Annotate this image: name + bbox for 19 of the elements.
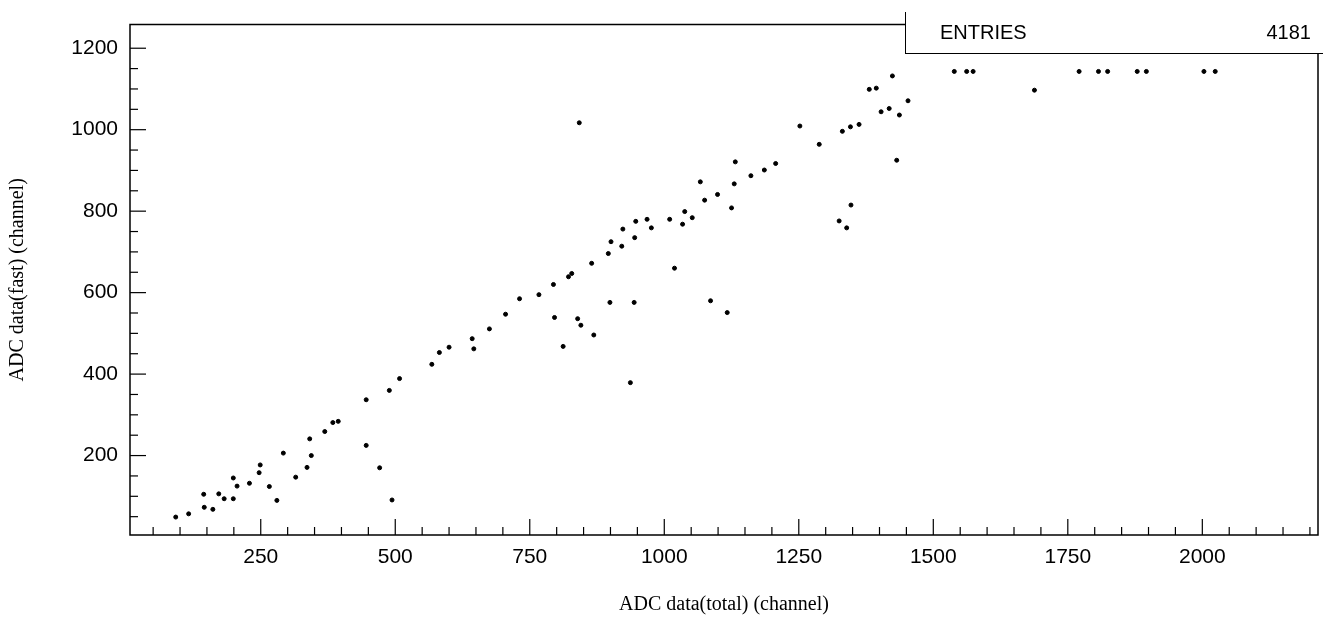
stats-box: ENTRIES 4181 [905, 12, 1323, 54]
x-tick-label: 1750 [1044, 544, 1092, 568]
y-tick-label: 1000 [71, 116, 118, 140]
y-axis-title: ADC data(fast) (channel) [5, 178, 29, 382]
y-tick-label: 400 [82, 360, 118, 384]
x-tick-label: 250 [243, 544, 279, 568]
x-axis-title: ADC data(total) (channel) [619, 592, 829, 616]
y-tick-label: 600 [82, 279, 118, 303]
y-tick-label: 800 [82, 197, 118, 221]
x-tick-label: 1250 [775, 544, 823, 568]
y-tick-label: 1200 [71, 35, 118, 59]
annotation: ENTRIES [940, 21, 1027, 44]
x-tick-label: 1000 [640, 544, 688, 568]
y-tick-label: 200 [82, 442, 118, 466]
annotation: 4181 [1266, 21, 1311, 44]
x-tick-label: 500 [377, 544, 413, 568]
x-tick-label: 2000 [1178, 544, 1226, 568]
x-tick-label: 1500 [909, 544, 957, 568]
x-tick-label: 750 [512, 544, 548, 568]
